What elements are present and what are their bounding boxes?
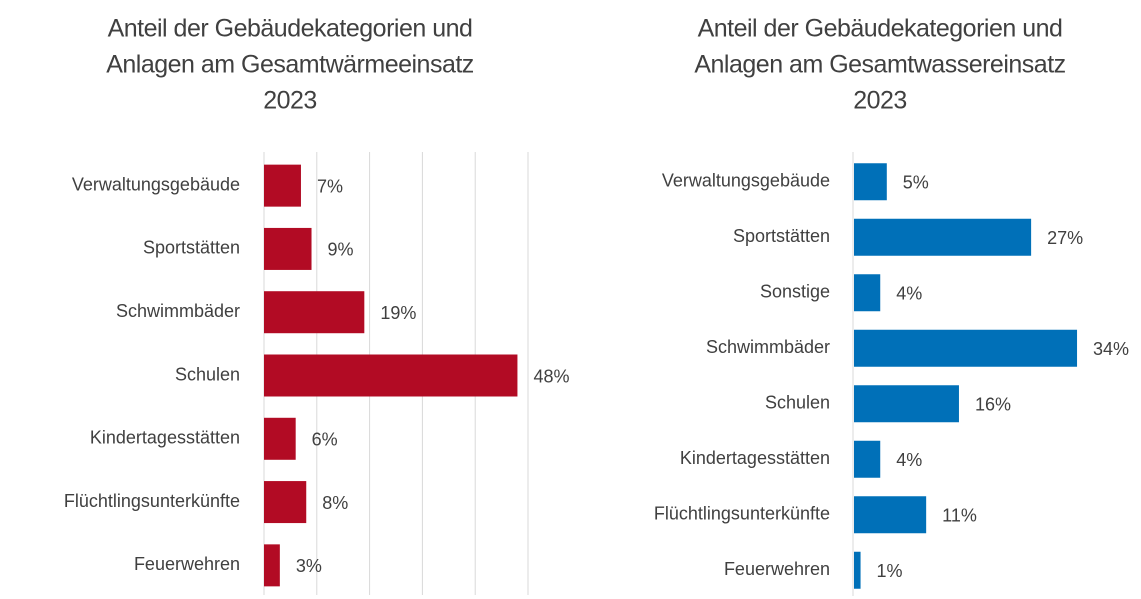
bar <box>854 329 1078 367</box>
chart-title: Anlagen am Gesamtwärmeeinsatz <box>106 51 474 79</box>
bar <box>264 291 365 334</box>
category-label: Schulen <box>175 364 240 384</box>
bar <box>854 274 881 312</box>
category-label: Verwaltungsgebäude <box>72 174 240 194</box>
data-label: 34% <box>1093 339 1129 359</box>
data-label: 48% <box>533 366 569 386</box>
data-label: 16% <box>975 395 1011 415</box>
bar <box>854 551 861 589</box>
bar <box>264 417 296 460</box>
bar <box>264 544 280 587</box>
category-label: Verwaltungsgebäude <box>662 171 830 191</box>
data-label: 6% <box>312 430 338 450</box>
category-label: Sonstige <box>760 282 830 302</box>
category-label: Schwimmbäder <box>706 337 830 357</box>
data-label: 27% <box>1047 228 1083 248</box>
bar <box>854 385 959 423</box>
category-label: Feuerwehren <box>724 559 830 579</box>
category-label: Schulen <box>765 393 830 413</box>
data-label: 19% <box>380 303 416 323</box>
category-label: Sportstätten <box>733 226 830 246</box>
category-label: Kindertagesstätten <box>680 448 830 468</box>
data-label: 5% <box>903 173 929 193</box>
chart-title: Anteil der Gebäudekategorien und <box>108 15 473 43</box>
data-label: 4% <box>896 284 922 304</box>
bar <box>854 496 927 534</box>
bar <box>854 218 1032 256</box>
category-label: Feuerwehren <box>134 554 240 574</box>
chart-title: Anteil der Gebäudekategorien und <box>698 15 1063 43</box>
category-label: Schwimmbäder <box>116 301 240 321</box>
chart-title: 2023 <box>853 87 907 115</box>
data-label: 9% <box>328 240 354 260</box>
bar <box>264 481 307 524</box>
data-label: 8% <box>322 493 348 513</box>
category-label: Flüchtlingsunterkünfte <box>64 491 240 511</box>
data-label: 1% <box>877 561 903 581</box>
bar <box>854 440 881 478</box>
chart-title: 2023 <box>263 87 317 115</box>
bar <box>264 164 301 207</box>
data-label: 4% <box>896 450 922 470</box>
category-label: Sportstätten <box>143 238 240 258</box>
data-label: 7% <box>317 176 343 196</box>
data-label: 3% <box>296 556 322 576</box>
data-label: 11% <box>942 506 977 526</box>
chart-title: Anlagen am Gesamtwassereinsatz <box>694 51 1065 79</box>
bar <box>264 227 312 270</box>
category-label: Kindertagesstätten <box>90 428 240 448</box>
bar <box>854 163 887 201</box>
category-label: Flüchtlingsunterkünfte <box>654 504 830 524</box>
bar <box>264 354 518 397</box>
